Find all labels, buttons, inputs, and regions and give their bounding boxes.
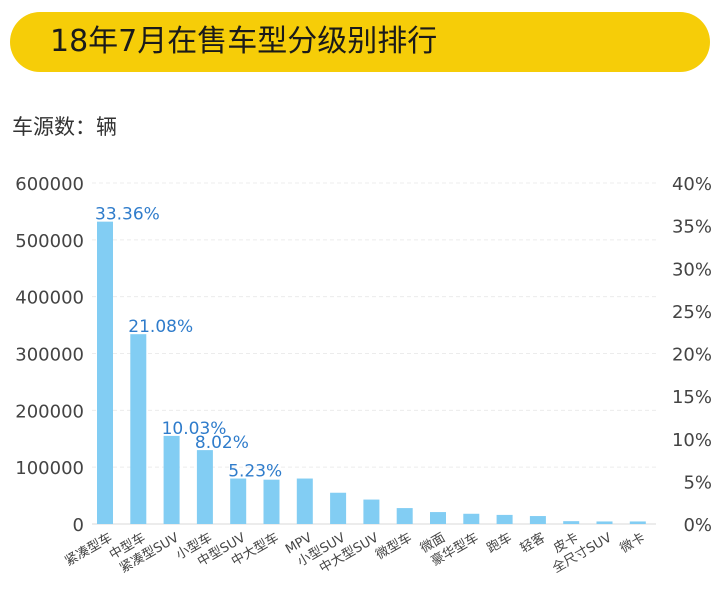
- y2-tick-label: 25%: [672, 302, 712, 323]
- bar: [130, 334, 147, 524]
- y-tick-label: 500000: [15, 231, 84, 252]
- x-tick-label: 轻客: [517, 530, 548, 557]
- y2-tick-label: 10%: [672, 430, 712, 451]
- bar: [97, 221, 113, 524]
- bar: [230, 478, 247, 524]
- y-tick-label: 100000: [15, 458, 84, 479]
- unit-label: 车源数：辆: [12, 115, 117, 139]
- bar: [563, 521, 580, 524]
- y2-tick-label: 35%: [672, 217, 712, 238]
- x-tick-label: 微型车: [373, 530, 415, 563]
- y2-tick-label: 30%: [672, 259, 712, 280]
- bar: [296, 478, 313, 524]
- bar: [430, 512, 446, 524]
- bar: [463, 513, 480, 524]
- data-label: 10.03%: [162, 419, 227, 439]
- data-label: 33.36%: [95, 205, 160, 225]
- chart-title: 18年7月在售车型分级别排行: [50, 24, 438, 59]
- bar: [330, 492, 347, 524]
- y-tick-label: 600000: [15, 174, 84, 195]
- y-tick-label: 0: [73, 515, 84, 536]
- data-label: 5.23%: [228, 462, 282, 482]
- bar: [529, 516, 546, 524]
- bar: [163, 435, 180, 524]
- x-tick-label: 跑车: [484, 530, 515, 557]
- bar: [496, 514, 513, 524]
- bar: [196, 450, 213, 524]
- x-tick-label: 微卡: [618, 530, 648, 556]
- y2-tick-label: 40%: [672, 174, 712, 195]
- title-bar: 18年7月在售车型分级别排行: [10, 12, 710, 72]
- y2-tick-label: 0%: [683, 515, 712, 536]
- data-label: 8.02%: [195, 433, 249, 453]
- y-tick-label: 300000: [15, 345, 84, 366]
- y2-tick-label: 5%: [683, 472, 712, 493]
- data-label: 21.08%: [128, 317, 193, 337]
- bar: [396, 508, 413, 524]
- bar: [363, 499, 380, 524]
- y2-tick-label: 20%: [672, 345, 712, 366]
- bar: [629, 521, 646, 524]
- bar-chart: 0 100000 200000 300000 400000 500000 600000 0% 5…: [15, 174, 712, 576]
- y2-tick-label: 15%: [672, 387, 712, 408]
- y-tick-label: 200000: [15, 401, 84, 422]
- bar: [263, 479, 280, 524]
- bar: [596, 521, 613, 524]
- y-tick-label: 400000: [15, 288, 84, 309]
